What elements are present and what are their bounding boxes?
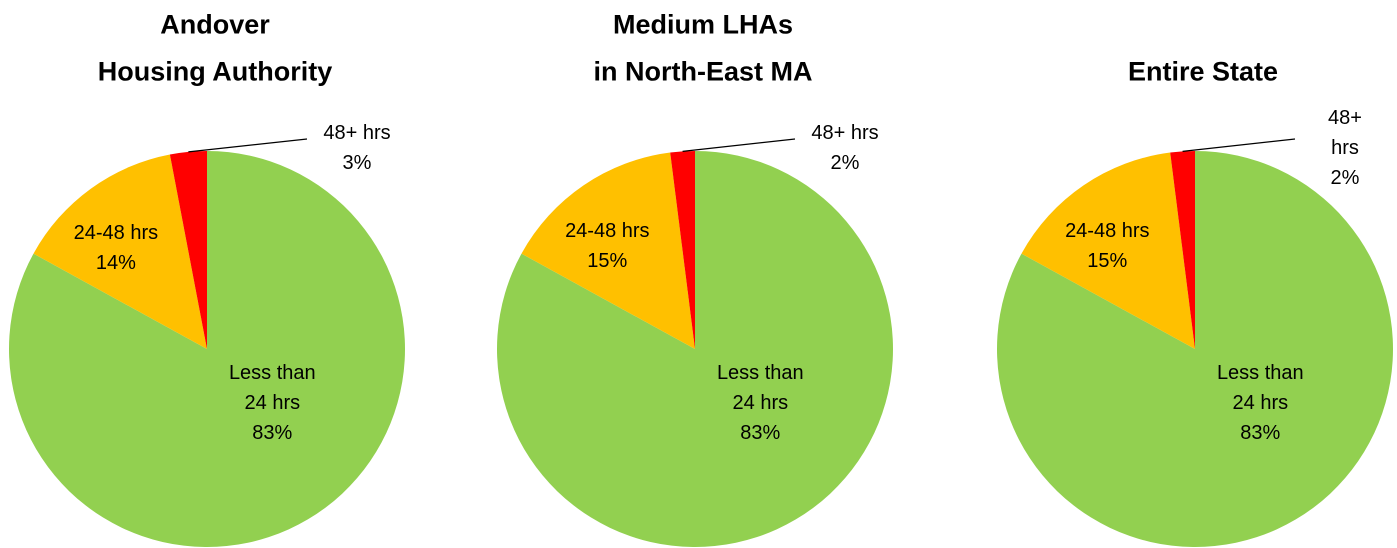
- category-label: 24-48 hrs: [565, 219, 650, 242]
- data-label: Less than 24 hrs 83%: [218, 358, 326, 448]
- data-label: 24-48 hrs 14%: [74, 218, 159, 278]
- chart-title: Entire State: [1127, 56, 1279, 87]
- value-label: 3%: [342, 152, 372, 174]
- chart-title: in North-East MA: [593, 56, 813, 87]
- category-label: 48+ hrs: [811, 122, 879, 144]
- chart-title: Housing Authority: [97, 56, 333, 87]
- value-label: 2%: [830, 152, 860, 174]
- data-label: 24-48 hrs 15%: [565, 216, 650, 276]
- leader-line: [682, 138, 796, 152]
- category-label: 48+ hrs: [1328, 107, 1362, 159]
- category-label: Less than 24 hrs: [716, 362, 804, 415]
- data-label: 48+ hrs 2%: [811, 118, 878, 178]
- pie-slice: [521, 152, 695, 349]
- pie-slice: [670, 151, 695, 349]
- category-label: Less than 24 hrs: [1216, 362, 1304, 415]
- pie-slice: [997, 151, 1394, 547]
- chart-title: Medium LHAs: [612, 9, 794, 40]
- value-label: 15%: [587, 249, 628, 272]
- value-label: 2%: [1330, 167, 1360, 189]
- value-label: 83%: [252, 422, 293, 445]
- pie-slice: [169, 151, 207, 349]
- category-label: 24-48 hrs: [1065, 219, 1150, 242]
- data-label: Less than 24 hrs 83%: [1206, 358, 1314, 448]
- leader-line: [1182, 138, 1296, 152]
- category-label: 24-48 hrs: [73, 222, 159, 245]
- data-label: 24-48 hrs 15%: [1065, 216, 1150, 276]
- category-label: Less than 24 hrs: [228, 362, 316, 415]
- pie-slice: [496, 151, 893, 547]
- data-label: 48+ hrs 2%: [1319, 103, 1371, 193]
- chart-title: Andover: [160, 9, 270, 40]
- pie-slice: [1021, 152, 1195, 349]
- value-label: 14%: [95, 252, 136, 275]
- category-label: 48+ hrs: [323, 122, 391, 144]
- value-label: 83%: [740, 422, 781, 445]
- pie-slice: [33, 154, 208, 349]
- pie-slice: [8, 151, 405, 547]
- pie-slice: [1170, 151, 1195, 349]
- data-label: Less than 24 hrs 83%: [706, 358, 814, 448]
- value-label: 15%: [1087, 249, 1128, 272]
- data-label: 48+ hrs 3%: [323, 118, 390, 178]
- value-label: 83%: [1240, 422, 1281, 445]
- leader-line: [188, 138, 308, 153]
